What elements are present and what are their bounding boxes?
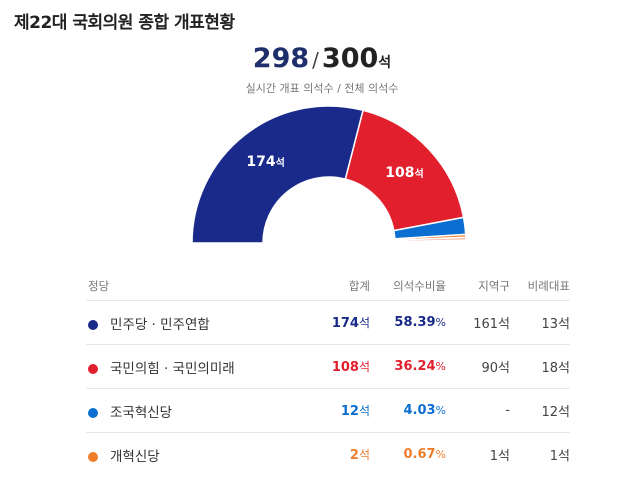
segment-value-unit: 석	[276, 156, 285, 169]
seat-ratio-cell: 58.39%	[370, 300, 446, 345]
seat-ratio-cell: 36.24%	[370, 344, 446, 389]
total-seats-unit: 석	[358, 360, 370, 374]
seat-ratio-value: 0.67	[403, 447, 436, 462]
party-name: 개혁신당	[110, 448, 160, 465]
table-row: 민주당 · 민주연합 174석 58.39% 161석 13석	[86, 300, 570, 345]
district-seats: 1석	[446, 432, 510, 476]
header-ratio: 의석수비율	[393, 279, 446, 293]
header-proportional: 비례대표	[527, 279, 570, 293]
total-seats-cell: 2석	[310, 432, 370, 476]
seat-segment	[191, 105, 364, 244]
seat-ratio-value: 4.03	[403, 403, 436, 418]
segment-value: 108	[385, 165, 414, 181]
seat-ratio-cell: 0.67%	[370, 432, 446, 476]
total-seats-unit: 석	[358, 316, 370, 330]
seat-ratio-value: 36.24	[394, 359, 436, 374]
party-color-dot	[88, 363, 98, 374]
seat-ratio-value: 58.39	[394, 315, 436, 330]
seat-ratio-unit: %	[435, 316, 446, 329]
seat-segment	[394, 236, 467, 243]
page-title: 제22대 국회의원 종합 개표현황	[14, 13, 235, 33]
seat-ratio-unit: %	[435, 448, 446, 461]
segment-value: 174	[246, 154, 275, 170]
party-color-dot	[88, 319, 98, 330]
segment-value-unit: 석	[414, 167, 423, 180]
header-total: 합계	[348, 279, 370, 293]
party-cell: 개혁신당	[86, 432, 310, 476]
district-seats: -	[446, 388, 510, 433]
party-cell: 국민의힘 · 국민의미래	[86, 344, 310, 389]
total-seats-value: 2	[349, 448, 359, 463]
table-row: 개혁신당 2석 0.67% 1석 1석	[86, 432, 570, 476]
party-name: 국민의힘 · 국민의미래	[110, 360, 235, 377]
table-row: 국민의힘 · 국민의미래 108석 36.24% 90석 18석	[86, 344, 570, 389]
counted-seats: 298	[252, 43, 310, 74]
table-header-row: 정당 합계 의석수비율 지역구 비례대표	[86, 272, 570, 301]
total-seats-cell: 12석	[310, 388, 370, 433]
total-seats-value: 174	[331, 316, 359, 331]
party-name: 민주당 · 민주연합	[110, 316, 210, 333]
district-seats: 90석	[446, 344, 510, 389]
party-cell: 민주당 · 민주연합	[86, 300, 310, 345]
total-seats-unit: 석	[358, 404, 370, 418]
total-seats-unit: 석	[358, 448, 370, 462]
seat-ratio-unit: %	[435, 360, 446, 373]
table-row: 조국혁신당 12석 4.03% -12석	[86, 388, 570, 433]
seat-ratio-unit: %	[435, 404, 446, 417]
total-seats-cell: 174석	[310, 300, 370, 345]
proportional-seats: 1석	[510, 432, 570, 476]
district-seats: 161석	[446, 300, 510, 345]
proportional-seats: 13석	[510, 300, 570, 345]
header-district: 지역구	[478, 279, 510, 293]
party-color-dot	[88, 451, 98, 462]
total-seats-value: 12	[340, 404, 359, 419]
proportional-seats: 12석	[510, 388, 570, 433]
seat-ratio-cell: 4.03%	[370, 388, 446, 433]
party-name: 조국혁신당	[110, 404, 173, 421]
summary-separator: /	[312, 48, 319, 72]
summary-caption: 실시간 개표 의석수 / 전체 의석수	[245, 82, 399, 95]
header-party: 정당	[88, 279, 110, 293]
segment-data-label: 108석	[385, 165, 423, 181]
total-seats-value: 108	[331, 360, 359, 375]
total-seats-cell: 108석	[310, 344, 370, 389]
party-cell: 조국혁신당	[86, 388, 310, 433]
seat-summary: 298/300석	[0, 42, 644, 80]
proportional-seats: 18석	[510, 344, 570, 389]
total-seats: 300	[321, 43, 379, 74]
results-table: 정당 합계 의석수비율 지역구 비례대표 민주당 · 민주연합 174석 58.39…	[86, 272, 570, 476]
party-color-dot	[88, 407, 98, 418]
segment-data-label: 174석	[246, 154, 284, 170]
seat-unit: 석	[378, 55, 392, 71]
